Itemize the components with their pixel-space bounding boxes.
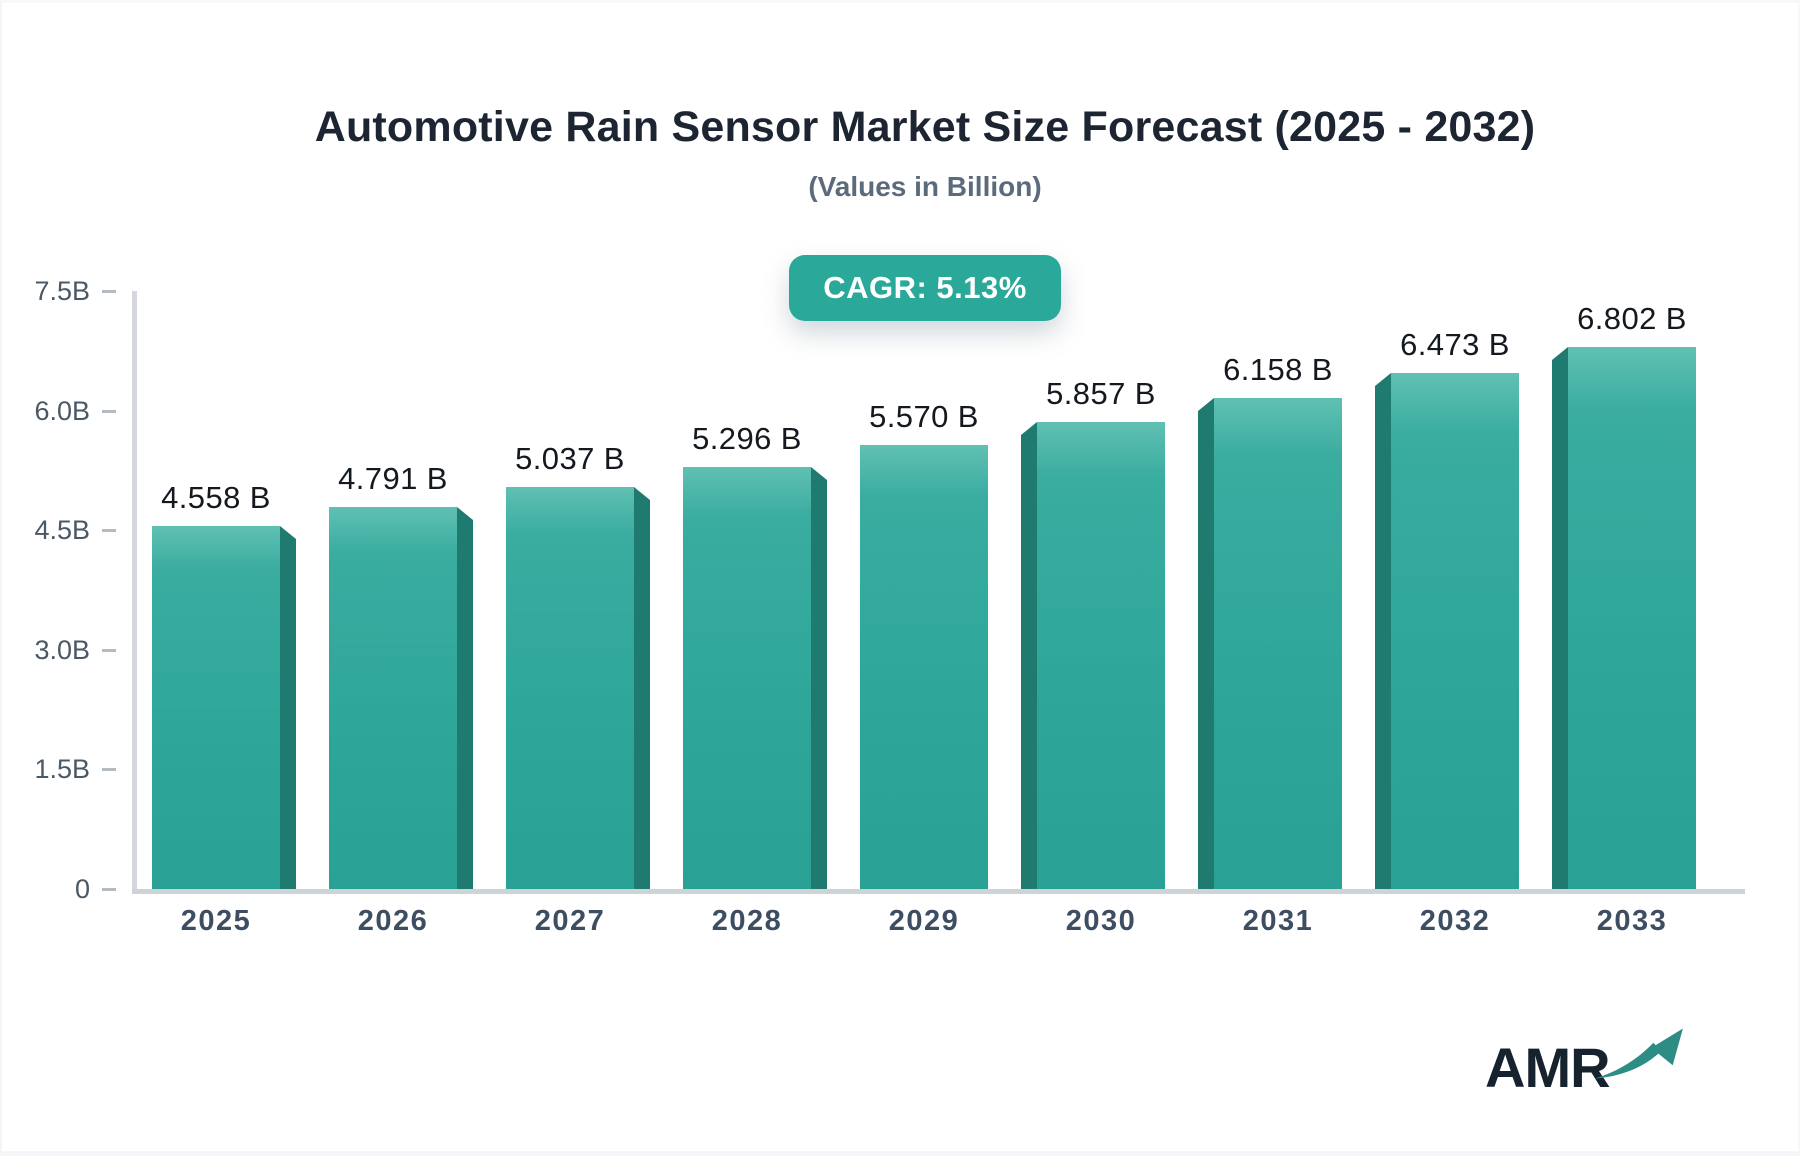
y-tick-label: 3.0B [34, 635, 90, 665]
bar-value-label: 6.158 B [1223, 352, 1333, 387]
x-tick-label: 2027 [534, 905, 606, 937]
bar [683, 467, 811, 889]
cagr-badge: CAGR: 5.13% [789, 255, 1061, 321]
bar-value-label: 4.791 B [338, 461, 448, 496]
bar [506, 487, 634, 889]
y-tick-dash [102, 410, 116, 413]
bar-value-label: 6.473 B [1400, 327, 1510, 362]
y-tick-dash [102, 888, 116, 891]
y-tick-label: 4.5B [34, 515, 90, 545]
bar [1037, 422, 1165, 889]
bar-value-label: 6.802 B [1577, 301, 1687, 336]
bar [1568, 347, 1696, 889]
x-tick-label: 2029 [888, 905, 960, 937]
bar-value-label: 5.037 B [515, 441, 625, 476]
bar-side-face [1198, 398, 1214, 889]
plot-area: 7.5B 6.0B 4.5B 3.0B 1.5B 0 4.558 B 2025 4.791 B… [34, 276, 1745, 937]
x-tick-label: 2033 [1596, 905, 1668, 937]
chart-title: Automotive Rain Sensor Market Size Forec… [314, 103, 1536, 151]
bar-side-face [1021, 422, 1037, 889]
bar [860, 445, 988, 889]
bar-side-face [1552, 347, 1568, 889]
x-tick-label: 2026 [357, 905, 429, 937]
bar-side-face [634, 487, 650, 889]
bar-value-label: 5.570 B [869, 399, 979, 434]
bar-value-label: 5.296 B [692, 421, 802, 456]
bar-side-face [457, 507, 473, 889]
cagr-badge-row: CAGR: 5.13% [2, 255, 1798, 321]
y-tick-label: 1.5B [34, 754, 90, 784]
x-tick-label: 2028 [711, 905, 783, 937]
bar-value-label: 5.857 B [1046, 376, 1156, 411]
y-tick-label: 0 [74, 874, 90, 904]
x-axis-baseline [132, 889, 1745, 894]
amr-logo: AMR [1485, 1028, 1700, 1099]
y-tick-label: 7.5B [34, 276, 90, 306]
bar-value-label: 4.558 B [161, 480, 271, 515]
bar [152, 526, 280, 889]
y-tick-dash [102, 290, 116, 293]
bar-side-face [811, 467, 827, 889]
y-tick-dash [102, 768, 116, 771]
trend-arrow-icon [1595, 1028, 1683, 1079]
y-tick-dash [102, 649, 116, 652]
x-tick-label: 2032 [1419, 905, 1491, 937]
x-tick-label: 2025 [180, 905, 252, 937]
bar [1214, 398, 1342, 889]
amr-logo-text: AMR [1485, 1036, 1611, 1099]
chart-subtitle: (Values in Billion) [808, 171, 1042, 202]
y-tick-label: 6.0B [34, 396, 90, 426]
bar-side-face [1375, 373, 1391, 889]
x-tick-label: 2030 [1065, 905, 1137, 937]
y-axis-line [132, 291, 137, 894]
bar [329, 507, 457, 889]
bar-side-face [280, 526, 296, 889]
y-tick-dash [102, 529, 116, 532]
bar [1391, 373, 1519, 889]
x-tick-label: 2031 [1242, 905, 1314, 937]
